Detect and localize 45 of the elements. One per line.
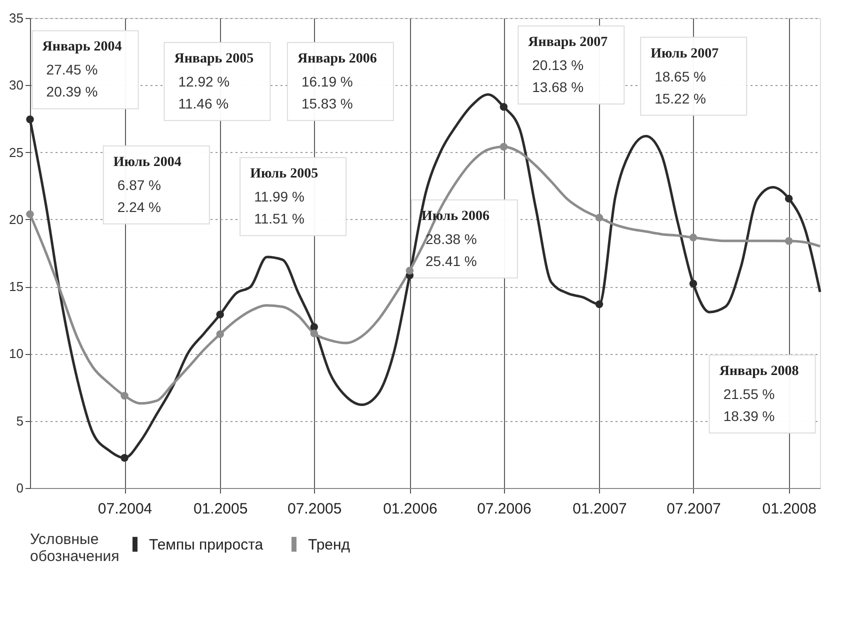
point [120, 454, 128, 462]
text: Июль 2005 11.99 % 11.51 % [250, 166, 318, 227]
point [216, 310, 224, 318]
x-tick-label: 01.2007 [572, 500, 627, 518]
point [595, 214, 604, 222]
point [406, 266, 414, 274]
y-tick-label: 5 [16, 413, 24, 428]
point [310, 330, 318, 338]
y-tick-label: 0 [16, 480, 24, 496]
text: Январь 2008 21.55 % 18.39 % [719, 364, 799, 424]
point [500, 142, 508, 151]
text: Июль 2004 6.87 % 2.24 % [113, 154, 182, 215]
y-tick-label: 10 [9, 346, 24, 362]
point [784, 237, 793, 245]
text: Январь 2004 27.45 % 20.39 % [42, 40, 122, 100]
y-tick-label: 30 [9, 78, 24, 93]
point [216, 330, 224, 338]
x-tick-label: 07.2006 [477, 500, 532, 518]
text: Июль 2007 18.65 % 15.22 % [650, 46, 719, 106]
point [784, 194, 793, 202]
point [26, 210, 34, 218]
x-tick-label: 07.2004 [98, 500, 152, 518]
point [689, 280, 698, 288]
point [26, 116, 34, 124]
x-tick-label: 07.2007 [666, 500, 721, 518]
y-tick-label: 20 [9, 212, 24, 227]
legend-label: Темпы прироста [149, 536, 264, 554]
text: Январь 2007 20.13 % 13.68 % [528, 35, 608, 95]
text: Январь 2006 16.19 % 15.83 % [297, 51, 377, 112]
point [595, 300, 604, 308]
legend-title: Условные обозначения [30, 531, 120, 565]
y-tick-label: 25 [9, 144, 24, 160]
point [120, 392, 128, 400]
x-tick-label: 01.2005 [193, 500, 248, 518]
point [689, 234, 698, 242]
text: Январь 2005 12.92 % 11.46 % [174, 51, 254, 112]
x-tick-label: 01.2008 [762, 500, 816, 518]
y-tick-label: 15 [9, 279, 24, 294]
point [500, 103, 508, 111]
y-tick-label: 35 [9, 10, 24, 26]
legend-label: Тренд [308, 536, 350, 554]
x-tick-label: 01.2006 [383, 500, 438, 518]
text: Июль 2006 28.38 % 25.41 % [422, 208, 490, 269]
point [310, 323, 318, 331]
x-tick-label: 07.2005 [287, 500, 342, 518]
